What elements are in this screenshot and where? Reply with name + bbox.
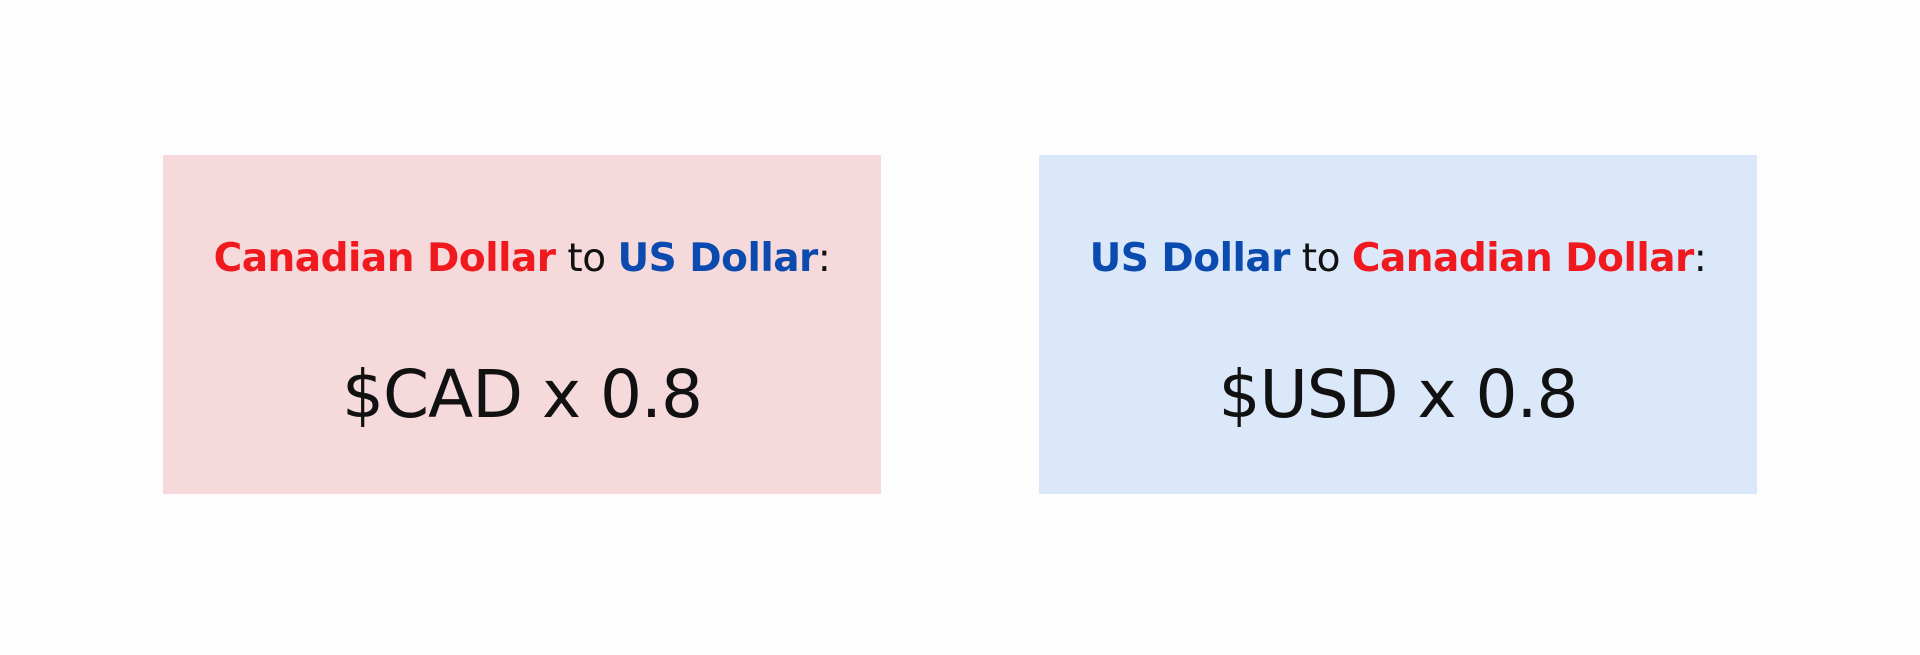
colon-label: : [1693,236,1707,281]
usd-to-cad-card: US Dollar to Canadian Dollar: $USD x 0.8 [1039,155,1757,494]
conversion-formula: $CAD x 0.8 [341,356,703,433]
to-currency-label: US Dollar [617,236,818,281]
cad-to-usd-card: Canadian Dollar to US Dollar: $CAD x 0.8 [163,155,881,494]
colon-label: : [817,236,831,281]
card-heading: US Dollar to Canadian Dollar: [1039,234,1757,284]
connector-label: to [1301,236,1341,281]
connector-label: to [567,236,606,281]
from-currency-label: US Dollar [1089,236,1291,281]
to-currency-label: Canadian Dollar [1351,236,1694,281]
from-currency-label: Canadian Dollar [213,236,556,281]
conversion-formula: $USD x 0.8 [1218,356,1579,433]
card-heading: Canadian Dollar to US Dollar: [163,234,881,284]
